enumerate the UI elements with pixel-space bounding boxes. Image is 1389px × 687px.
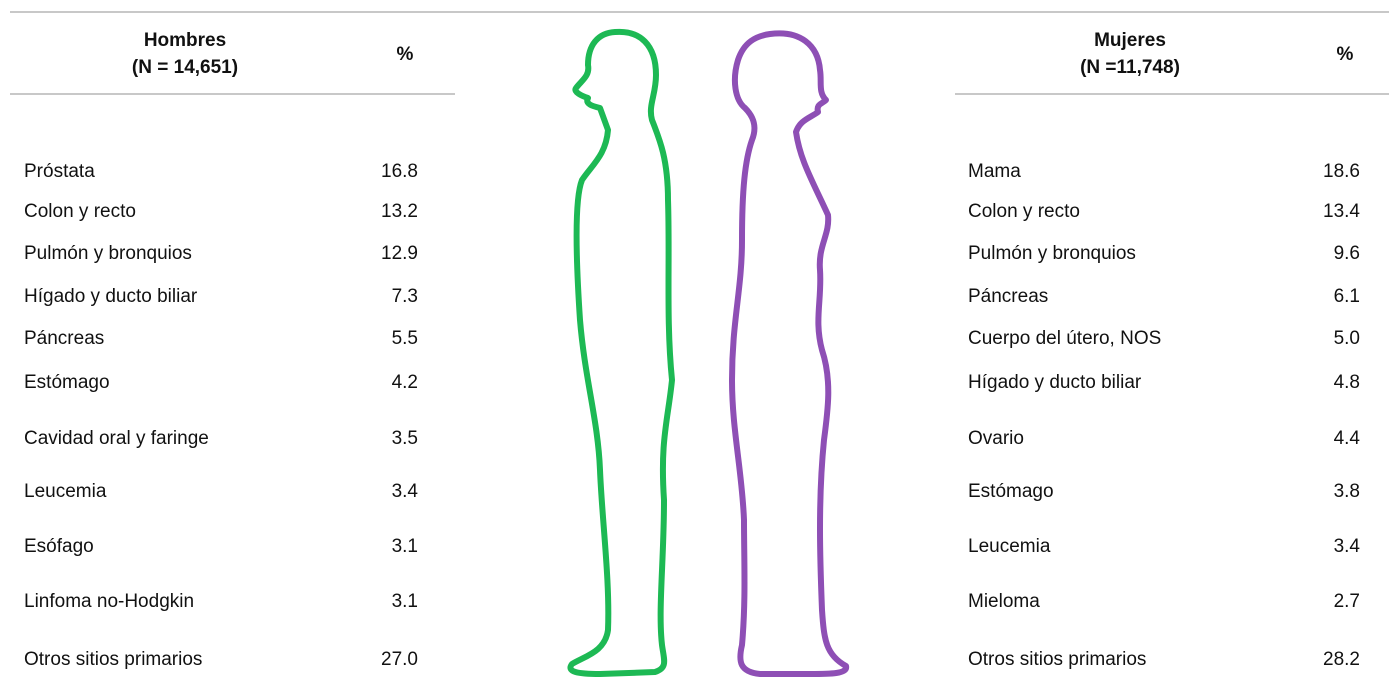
- site-label: Estómago: [968, 481, 1054, 502]
- site-label: Hígado y ducto biliar: [24, 286, 198, 307]
- site-label: Cuerpo del útero, NOS: [968, 328, 1161, 349]
- site-label: Colon y recto: [968, 201, 1080, 222]
- site-label: Cavidad oral y faringe: [24, 428, 209, 449]
- site-label: Pulmón y bronquios: [24, 243, 192, 264]
- site-label: Esófago: [24, 536, 94, 557]
- site-pct: 4.4: [1334, 428, 1361, 449]
- site-pct: 12.9: [381, 243, 418, 264]
- pct-header: %: [397, 44, 414, 65]
- site-pct: 27.0: [381, 649, 418, 670]
- site-pct: 9.6: [1334, 243, 1360, 264]
- site-pct: 16.8: [381, 161, 418, 182]
- site-label: Estómago: [24, 372, 110, 393]
- site-label: Mama: [968, 161, 1021, 182]
- site-label: Leucemia: [968, 536, 1051, 557]
- site-label: Páncreas: [968, 286, 1048, 307]
- site-pct: 3.5: [392, 428, 418, 449]
- pct-header: %: [1337, 44, 1354, 65]
- site-pct: 13.2: [381, 201, 418, 222]
- site-label: Otros sitios primarios: [968, 649, 1146, 670]
- site-pct: 4.8: [1334, 372, 1360, 393]
- site-pct: 18.6: [1323, 161, 1360, 182]
- column-subtitle: (N =11,748): [1080, 57, 1180, 78]
- site-pct: 6.1: [1334, 286, 1360, 307]
- column-title: Hombres: [144, 30, 226, 51]
- site-pct: 3.1: [392, 536, 418, 557]
- site-pct: 3.4: [1334, 536, 1361, 557]
- male-silhouette: [567, 28, 675, 677]
- site-pct: 7.3: [392, 286, 418, 307]
- site-pct: 5.0: [1334, 328, 1360, 349]
- site-pct: 2.7: [1334, 591, 1360, 612]
- site-pct: 3.8: [1334, 481, 1360, 502]
- site-label: Linfoma no-Hodgkin: [24, 591, 194, 612]
- site-pct: 3.1: [392, 591, 418, 612]
- site-pct: 28.2: [1323, 649, 1360, 670]
- site-label: Mieloma: [968, 591, 1040, 612]
- site-label: Páncreas: [24, 328, 104, 349]
- site-label: Colon y recto: [24, 201, 136, 222]
- site-label: Próstata: [24, 161, 95, 182]
- column-title: Mujeres: [1094, 30, 1166, 51]
- site-pct: 13.4: [1323, 201, 1360, 222]
- site-pct: 4.2: [392, 372, 418, 393]
- site-label: Ovario: [968, 428, 1024, 449]
- column-subtitle: (N = 14,651): [132, 57, 238, 78]
- female-silhouette: [729, 30, 850, 677]
- site-label: Leucemia: [24, 481, 107, 502]
- site-pct: 5.5: [392, 328, 418, 349]
- site-label: Pulmón y bronquios: [968, 243, 1136, 264]
- site-pct: 3.4: [392, 481, 419, 502]
- site-label: Otros sitios primarios: [24, 649, 202, 670]
- site-label: Hígado y ducto biliar: [968, 372, 1142, 393]
